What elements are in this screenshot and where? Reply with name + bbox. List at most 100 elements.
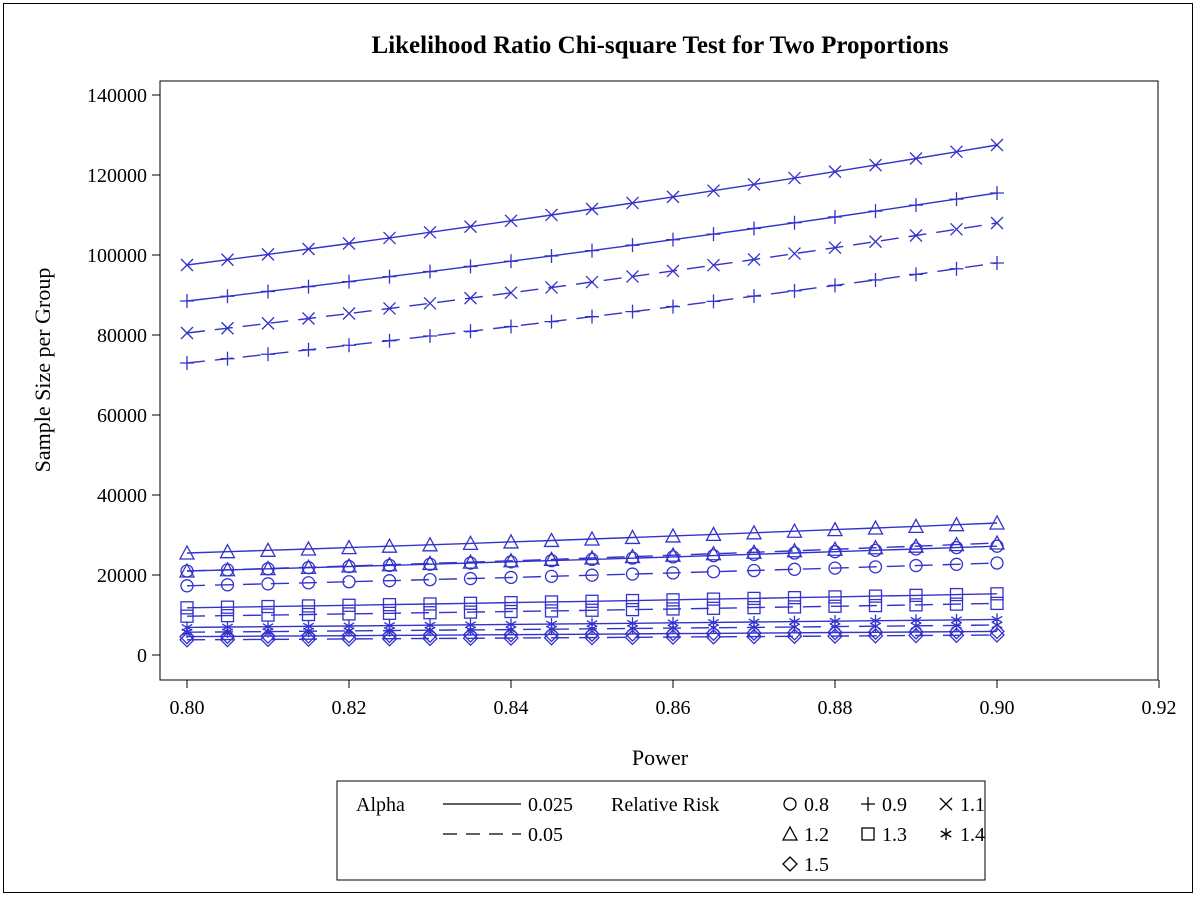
data-point: [220, 289, 235, 304]
data-point: [544, 248, 559, 263]
data-point: [381, 537, 398, 553]
data-point: [747, 252, 761, 266]
data-point: [423, 597, 437, 611]
data-point: [666, 550, 680, 564]
data-point: [220, 600, 235, 614]
series-layer: [178, 138, 1006, 648]
data-point: [463, 259, 478, 274]
legend-box: [336, 780, 986, 881]
data-point: [869, 158, 882, 172]
data-point: [867, 539, 884, 555]
data-point: [666, 299, 680, 314]
legend-alpha-label-1: 0.025: [528, 794, 573, 816]
data-point: [423, 329, 437, 344]
data-point: [180, 258, 194, 272]
data-point: [341, 631, 357, 647]
data-point: [625, 304, 640, 319]
data-point: [747, 591, 761, 606]
data-point: [624, 529, 641, 545]
data-point: [826, 540, 844, 556]
data-point: [706, 227, 721, 242]
x-tick-label: 0.80: [170, 697, 205, 719]
data-point: [706, 592, 721, 606]
chart-frame: [3, 3, 1193, 893]
data-point: [788, 171, 801, 185]
data-point: [909, 588, 923, 603]
data-point: [585, 603, 599, 617]
data-point: [828, 599, 842, 613]
data-point: [948, 627, 965, 644]
data-point: [462, 630, 479, 647]
data-point: [180, 579, 194, 593]
data-point: [584, 629, 600, 646]
data-point: [381, 630, 398, 647]
data-point: [544, 595, 559, 609]
legend-rr-label: 0.9: [882, 794, 907, 816]
data-point: [300, 627, 317, 644]
chart-title: Likelihood Ratio Chi-square Test for Two…: [372, 32, 949, 59]
data-point: [989, 627, 1005, 643]
series-rr-1.1-alpha-0.025: [180, 138, 1004, 272]
data-point: [828, 165, 842, 179]
data-point: [543, 626, 560, 643]
data-point: [423, 572, 437, 587]
data-point: [746, 625, 762, 642]
data-point: [827, 624, 843, 641]
x-tick-label: 0.88: [818, 697, 853, 719]
data-point: [828, 561, 842, 575]
data-point: [949, 192, 964, 207]
data-point: [706, 565, 721, 579]
data-point: [544, 553, 559, 568]
data-point: [624, 629, 641, 646]
data-point: [300, 540, 317, 556]
data-point: [220, 351, 235, 366]
legend-alpha-label-2: 0.05: [528, 824, 563, 846]
data-point: [179, 628, 195, 645]
data-point: [625, 593, 640, 608]
data-point: [381, 627, 398, 644]
data-point: [988, 514, 1006, 530]
data-point: [382, 606, 397, 620]
data-point: [585, 568, 599, 582]
data-point: [624, 548, 641, 564]
data-point: [787, 283, 802, 298]
data-point: [787, 546, 802, 560]
data-point: [868, 589, 883, 603]
data-point: [180, 326, 194, 340]
data-point: [867, 624, 884, 641]
data-point: [666, 190, 680, 204]
legend-rr-title: Relative Risk: [611, 794, 719, 816]
data-point: [585, 243, 599, 258]
data-point: [706, 294, 721, 309]
y-tick-label: 80000: [97, 325, 147, 347]
data-point: [990, 256, 1004, 270]
data-point: [261, 577, 275, 591]
data-point: [342, 598, 356, 612]
data-point: [706, 601, 721, 615]
plot-area: [159, 80, 1159, 681]
data-point: [180, 294, 194, 308]
data-point: [664, 527, 682, 543]
data-point: [504, 604, 518, 619]
data-point: [180, 356, 194, 370]
data-point: [382, 269, 397, 284]
data-point: [828, 209, 842, 224]
data-point: [180, 601, 194, 615]
data-point: [950, 222, 963, 236]
data-point: [990, 556, 1004, 570]
data-point: [867, 519, 884, 535]
data-point: [828, 241, 842, 255]
data-point: [707, 258, 720, 272]
data-point: [301, 279, 316, 294]
y-tick-label: 20000: [97, 565, 147, 587]
y-tick-label: 40000: [97, 485, 147, 507]
legend-marker-circle: [783, 797, 797, 811]
data-point: [786, 522, 803, 538]
data-point: [423, 606, 437, 620]
x-tick-label: 0.90: [980, 697, 1015, 719]
data-point: [463, 605, 478, 619]
data-point: [544, 604, 559, 618]
data-point: [626, 270, 639, 283]
data-point: [868, 272, 883, 287]
